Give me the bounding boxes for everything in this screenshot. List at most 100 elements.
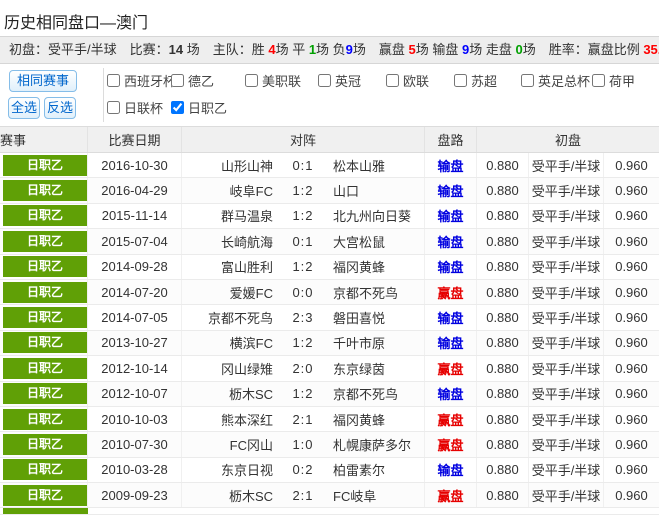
match-score: 2:1 — [292, 411, 314, 427]
league-cell: 日职乙 — [0, 254, 88, 279]
league-badge: 日职乙 — [3, 307, 87, 329]
initial-odds-away: 0.960 — [615, 284, 648, 300]
table-row: 日职乙 2015-07-04 长崎航海 0:1 大宫松鼠 输盘 0.880 受平手/半球 0.9… — [0, 229, 659, 255]
result-status: 输盘 — [425, 178, 477, 203]
match-date: 2014-07-20 — [88, 279, 182, 305]
summary-segment: 0 — [515, 42, 523, 57]
league-cell: 日职乙 — [0, 305, 88, 330]
league-item[interactable]: 英足总杯 — [521, 72, 592, 89]
initial-odds-away: 0.960 — [615, 411, 648, 427]
summary-segment: 场 主队：胜 — [183, 42, 269, 57]
result-status: 赢盘 — [425, 432, 477, 457]
league-badge: 日职乙 — [3, 256, 87, 278]
initial-odds-away: 0.960 — [615, 259, 648, 275]
result-text: 赢盘 — [437, 437, 464, 453]
league-checkbox[interactable] — [592, 73, 605, 87]
away-team: 磐田喜悦 — [333, 311, 386, 327]
matchup-cell: 岐阜FC 1:2 山口 — [182, 178, 425, 203]
result-status: 赢盘 — [425, 356, 477, 381]
away-team: 千叶市原 — [333, 336, 386, 352]
result-status: 输盘 — [425, 203, 477, 229]
league-badge: 日职乙 — [3, 230, 87, 252]
table-header: 赛事 比赛日期 对阵 盘路 初盘 — [0, 126, 659, 153]
matchup-cell: 熊本深红 2:1 福冈黄蜂 — [182, 406, 425, 432]
summary-segment: 14 — [168, 42, 184, 57]
matchup-cell: 京都不死鸟 2:3 磐田喜悦 — [182, 305, 425, 330]
league-checkbox[interactable] — [107, 100, 120, 114]
home-team: 京都不死鸟 — [207, 311, 273, 327]
league-checkbox-label: 德乙 — [188, 73, 215, 89]
initial-odds-home: 0.880 — [477, 432, 529, 457]
summary-segment: 初盘：受平手/半球 — [9, 42, 130, 57]
league-badge: 日职乙 — [3, 484, 87, 506]
league-checkbox-label: 日职乙 — [188, 100, 228, 116]
league-item[interactable]: 欧联 — [386, 72, 454, 89]
league-checkbox[interactable] — [245, 73, 258, 87]
matchup-cell: 东京日视 0:2 柏雷素尔 — [182, 457, 425, 483]
summary-segment: 场 平 — [275, 42, 309, 57]
page-title: 历史相同盘口—澳门 — [4, 15, 149, 32]
summary-segment: 9 — [462, 42, 470, 57]
home-team: 横滨FC — [229, 336, 273, 352]
league-checkbox[interactable] — [454, 73, 467, 87]
league-item[interactable]: 美职联 — [245, 72, 318, 89]
table-row: 日职乙 2012-10-07 枥木SC 1:2 京都不死鸟 输盘 0.880 受平手/半球 0.… — [0, 381, 659, 407]
league-item[interactable]: 日职乙 — [171, 99, 245, 116]
initial-odds-home: 0.880 — [477, 381, 529, 406]
league-checkbox-label: 欧联 — [403, 73, 430, 89]
summary-segment: 场 赢盘 — [352, 42, 409, 57]
league-item[interactable]: 日联杯 — [107, 99, 171, 116]
league-item[interactable]: 英冠 — [318, 72, 386, 89]
home-team: 山形山神 — [220, 158, 273, 174]
league-badge: 日职乙 — [3, 383, 87, 405]
league-item[interactable]: 苏超 — [454, 72, 521, 89]
matchup-cell: 富山胜利 1:2 福冈黄蜂 — [182, 254, 425, 279]
away-team: 松本山雅 — [333, 158, 386, 174]
league-checkbox[interactable] — [386, 73, 399, 87]
league-checkbox[interactable] — [171, 73, 184, 87]
summary-segment: 场 负 — [316, 42, 346, 57]
summary-segment: 场 走盘 — [469, 42, 516, 57]
initial-handicap: 受平手/半球 — [529, 153, 604, 178]
home-team: 枥木SC — [228, 488, 273, 504]
league-checkbox[interactable] — [171, 100, 184, 114]
league-cell: 日职乙 — [0, 356, 88, 381]
league-item[interactable]: 西班牙杯 — [107, 72, 176, 89]
initial-handicap: 受平手/半球 — [529, 203, 604, 229]
invert-select-button[interactable]: 反选 — [44, 97, 76, 119]
league-item[interactable]: 荷甲 — [592, 72, 635, 89]
select-all-button[interactable]: 全选 — [8, 97, 40, 119]
league-checkbox-label: 日联杯 — [124, 100, 164, 116]
matchup-cell: 山形山神 0:1 松本山雅 — [182, 153, 425, 178]
league-cell: 日职乙 — [0, 203, 88, 229]
match-score: 2:3 — [292, 310, 314, 326]
same-event-button[interactable]: 相同赛事 — [9, 70, 77, 92]
league-cell: 日职乙 — [0, 279, 88, 305]
home-team: 岐阜FC — [229, 184, 273, 200]
league-checkbox[interactable] — [521, 73, 534, 87]
match-date: 2015-07-04 — [88, 229, 182, 254]
league-cell: 日职乙 — [0, 406, 88, 432]
match-date: 2016-04-29 — [88, 178, 182, 203]
league-badge: 日职乙 — [3, 357, 87, 379]
league-checkbox-label: 西班牙杯 — [124, 73, 177, 89]
home-team: 群马温泉 — [220, 209, 273, 225]
summary-segment: 9 — [345, 42, 353, 57]
league-checkbox[interactable] — [318, 73, 331, 87]
league-item[interactable]: 德乙 — [171, 72, 245, 89]
league-badge: 日职乙 — [3, 205, 87, 227]
match-date: 2012-10-07 — [88, 381, 182, 406]
table-row: 日职乙 2010-03-28 东京日视 0:2 柏雷素尔 输盘 0.880 受平手/半球 0.9… — [0, 457, 659, 484]
summary-segment: 场 胜率：赢盘比例 — [522, 42, 644, 57]
initial-handicap: 受平手/半球 — [529, 229, 604, 254]
filter-panel: 相同赛事 全选 反选 西班牙杯 德乙 美职联 英冠 欧联 苏超 英足总杯 荷甲日联杯 日职乙 — [0, 64, 659, 126]
league-checkbox[interactable] — [107, 73, 120, 87]
result-status: 输盘 — [425, 254, 477, 279]
initial-handicap: 受平手/半球 — [529, 305, 604, 330]
table-row: 日职乙 2010-07-30 FC冈山 1:0 札幌康萨多尔 赢盘 0.880 受平手/半球 0… — [0, 432, 659, 458]
col-header-league: 赛事 — [0, 127, 88, 152]
match-score: 0:0 — [292, 284, 314, 300]
initial-odds-home: 0.880 — [477, 406, 529, 432]
initial-handicap: 受平手/半球 — [529, 279, 604, 305]
result-status: 赢盘 — [425, 279, 477, 305]
